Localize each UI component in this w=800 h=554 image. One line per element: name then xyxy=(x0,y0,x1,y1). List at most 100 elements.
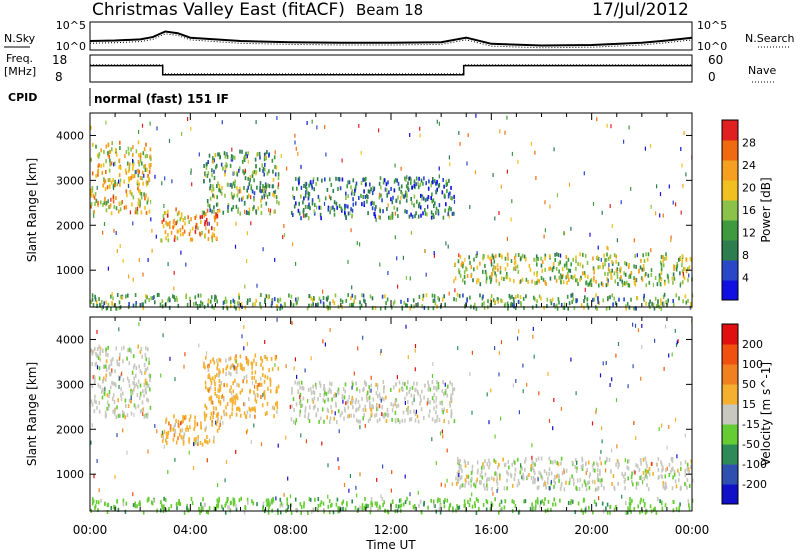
echo-cell xyxy=(225,152,227,156)
echo-cell xyxy=(328,390,330,394)
echo-cell xyxy=(393,385,395,389)
echo-cell xyxy=(615,463,617,467)
echo-cell xyxy=(517,160,518,164)
echo-cell xyxy=(436,510,438,514)
echo-cell xyxy=(263,247,264,251)
echo-cell xyxy=(330,390,332,394)
echo-cell xyxy=(639,468,641,472)
echo-cell xyxy=(359,389,361,393)
echo-cell xyxy=(306,182,308,186)
echo-cell xyxy=(99,401,101,405)
echo-cell xyxy=(571,294,573,298)
echo-cell xyxy=(269,192,271,196)
echo-cell xyxy=(548,500,550,504)
colorbar-segment xyxy=(722,364,738,385)
echo-cell xyxy=(212,238,214,242)
echo-cell xyxy=(122,359,124,363)
echo-cell xyxy=(520,301,522,305)
echo-cell xyxy=(150,147,152,151)
echo-cell xyxy=(130,210,131,214)
echo-cell xyxy=(575,486,577,490)
echo-cell xyxy=(448,420,450,424)
echo-cell xyxy=(407,298,409,302)
echo-cell xyxy=(386,419,388,423)
echo-cell xyxy=(114,400,116,404)
echo-cell xyxy=(417,302,419,306)
echo-cell xyxy=(431,211,433,215)
echo-cell xyxy=(193,466,194,470)
echo-cell xyxy=(145,168,147,172)
echo-cell xyxy=(642,480,643,484)
echo-cell xyxy=(208,237,210,241)
echo-cell xyxy=(351,499,353,503)
echo-cell xyxy=(114,369,116,373)
echo-cell xyxy=(285,436,286,440)
echo-cell xyxy=(148,358,150,362)
echo-cell xyxy=(295,357,296,361)
echo-cell xyxy=(246,380,248,384)
colorbar-segment xyxy=(722,424,738,445)
echo-cell xyxy=(486,479,488,483)
echo-cell xyxy=(108,267,109,271)
echo-cell xyxy=(312,120,313,124)
echo-cell xyxy=(515,295,517,299)
echo-cell xyxy=(573,478,575,482)
echo-cell xyxy=(597,300,599,304)
echo-cell xyxy=(116,153,118,157)
echo-cell xyxy=(180,228,182,232)
echo-cell xyxy=(486,499,488,503)
echo-cell xyxy=(344,390,346,394)
echo-cell xyxy=(359,506,361,510)
echo-cell xyxy=(356,418,358,422)
echo-cell xyxy=(413,505,415,509)
echo-cell xyxy=(422,211,424,215)
echo-cell xyxy=(110,203,112,207)
echo-cell xyxy=(333,394,335,398)
echo-cell xyxy=(531,280,533,284)
echo-cell xyxy=(328,505,330,509)
echo-cell xyxy=(182,232,184,236)
echo-cell xyxy=(532,461,534,465)
echo-cell xyxy=(527,475,529,479)
echo-cell xyxy=(146,357,148,361)
echo-cell xyxy=(582,265,584,269)
echo-cell xyxy=(125,399,127,403)
echo-cell xyxy=(160,508,162,512)
echo-cell xyxy=(383,415,385,419)
echo-cell xyxy=(598,246,599,250)
colorbar-segment xyxy=(722,280,738,301)
echo-cell xyxy=(174,235,176,239)
echo-cell xyxy=(180,233,182,237)
echo-cell xyxy=(575,256,577,260)
echo-cell xyxy=(454,288,455,292)
echo-cell xyxy=(460,466,462,470)
echo-cell xyxy=(167,210,169,214)
echo-cell xyxy=(363,387,365,391)
echo-cell xyxy=(150,200,151,204)
echo-cell xyxy=(620,275,622,279)
echo-cell xyxy=(649,281,651,285)
echo-cell xyxy=(137,186,139,190)
echo-cell xyxy=(236,186,238,190)
echo-cell xyxy=(212,194,214,198)
echo-cell xyxy=(486,272,488,276)
echo-cell xyxy=(148,298,150,302)
echo-cell xyxy=(432,380,434,384)
echo-cell xyxy=(154,175,155,179)
echo-cell xyxy=(554,275,556,279)
echo-cell xyxy=(327,398,329,402)
echo-cell xyxy=(169,225,171,229)
echo-cell xyxy=(129,348,131,352)
echo-cell xyxy=(243,402,244,406)
echo-cell xyxy=(610,255,612,259)
echo-cell xyxy=(247,410,249,414)
echo-cell xyxy=(131,396,132,400)
echo-cell xyxy=(217,181,219,185)
echo-cell xyxy=(616,398,617,402)
echo-cell xyxy=(522,364,523,368)
echo-cell xyxy=(665,503,667,507)
echo-cell xyxy=(345,383,347,387)
echo-cell xyxy=(211,189,213,193)
echo-cell xyxy=(356,493,357,497)
echo-cell xyxy=(404,301,406,305)
